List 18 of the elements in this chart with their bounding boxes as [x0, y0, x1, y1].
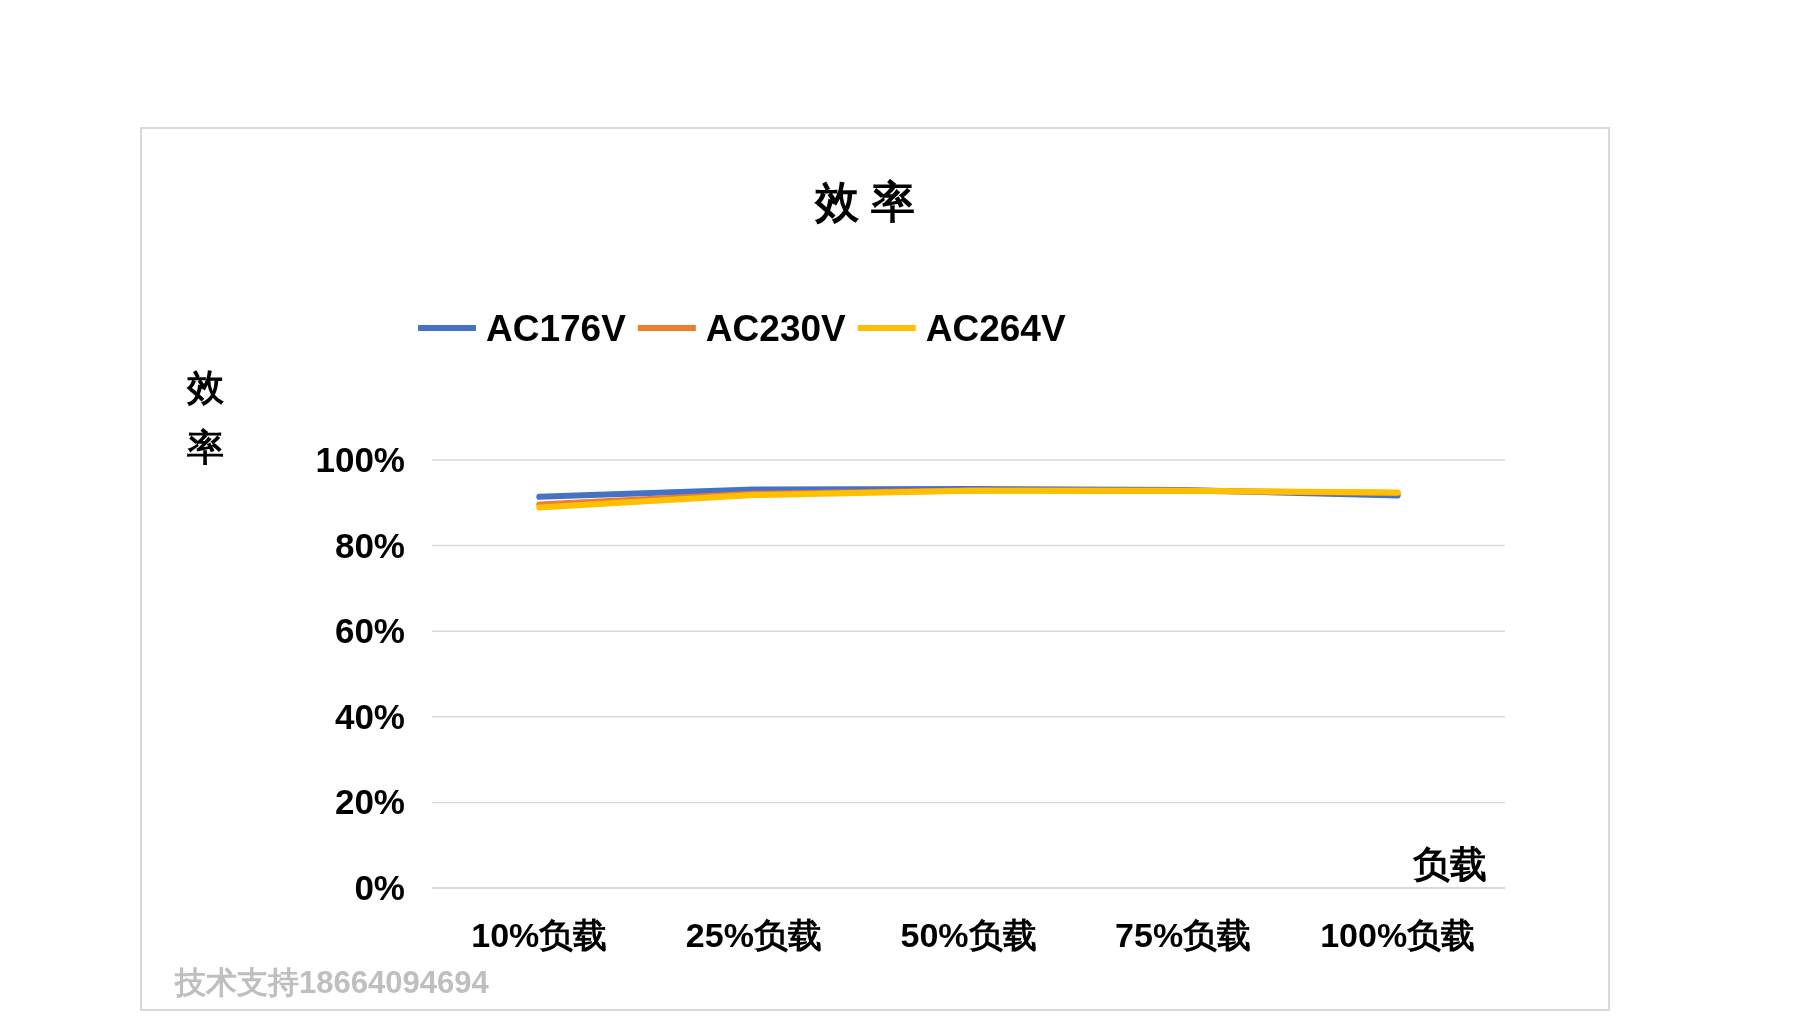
text: 技术支持18664094694	[174, 965, 490, 1000]
x-tick-label: 100%负载	[1320, 916, 1476, 954]
y-tick-label: 40%	[334, 696, 405, 736]
y-tick-label: 60%	[334, 611, 405, 651]
legend-label: AC176V	[486, 308, 627, 349]
x-tick-label: 10%负载	[471, 916, 608, 954]
x-tick-label: 50%负载	[900, 916, 1037, 954]
y-tick-label: 80%	[334, 525, 405, 565]
y-tick-label: 100%	[315, 440, 405, 479]
legend-label: AC230V	[705, 308, 847, 349]
legend-label: AC264V	[925, 308, 1066, 349]
y-axis-title: 效率	[185, 367, 225, 468]
chart-title: 效 率	[813, 177, 916, 226]
y-tick-label: 0%	[354, 868, 405, 907]
x-axis-title: 负载	[1412, 844, 1487, 885]
x-tick-label: 75%负载	[1115, 916, 1252, 954]
y-tick-label: 20%	[334, 782, 405, 822]
x-tick-label: 25%负载	[685, 916, 822, 954]
